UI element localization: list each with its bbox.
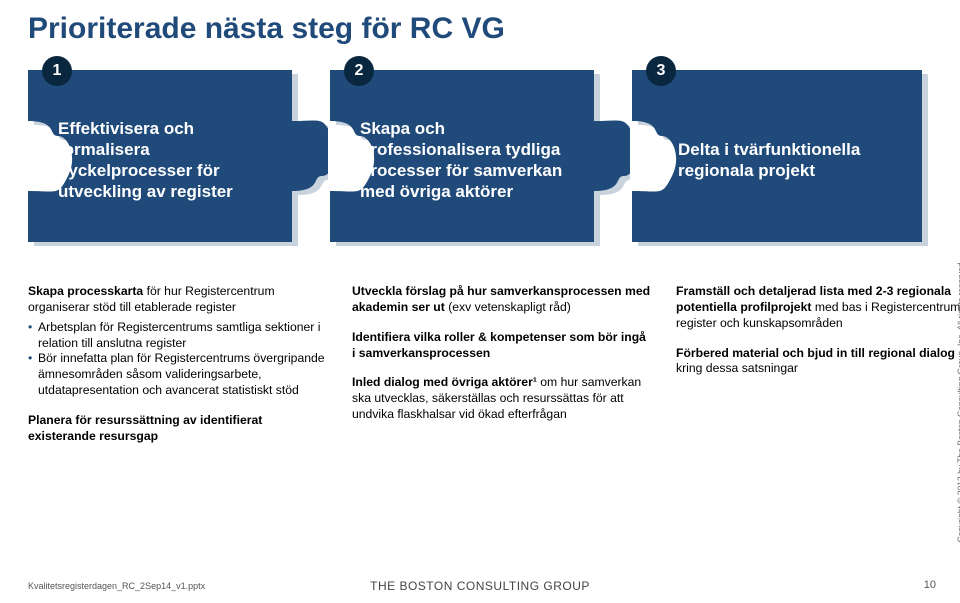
puzzle-row: 1 Effektivisera och formalisera nyckelpr…	[28, 70, 932, 250]
text-block: Skapa processkarta för hur Registercentr…	[28, 284, 328, 399]
page-number: 10	[924, 579, 936, 591]
puzzle-badge-3-num: 3	[657, 62, 666, 80]
col-2: Utveckla förslag på hur samverkansproces…	[352, 284, 652, 459]
puzzle-text-3: Delta i tvärfunktionella regionala proje…	[632, 70, 932, 250]
slide-title: Prioriterade nästa steg för RC VG	[28, 12, 932, 46]
columns: Skapa processkarta för hur Registercentr…	[28, 284, 932, 459]
footer-logo-prefix: THE	[370, 579, 399, 593]
block-rest: (exv vetenskapligt råd)	[445, 300, 571, 314]
slide: Prioriterade nästa steg för RC VG 1 Effe…	[0, 0, 960, 603]
puzzle-badge-1: 1	[42, 56, 72, 86]
text-block: Utveckla förslag på hur samverkansproces…	[352, 284, 652, 316]
puzzle-piece-2: 2 Skapa och professionalisera tydliga pr…	[330, 70, 630, 250]
copyright-text: Copyright © 2013 by The Boston Consultin…	[956, 260, 960, 543]
bullet-item: Arbetsplan för Registercentrums samtliga…	[38, 320, 328, 352]
block-lead: Skapa processkarta	[28, 284, 143, 298]
bullet-item: Bör innefatta plan för Registercentrums …	[38, 351, 328, 399]
puzzle-badge-2: 2	[344, 56, 374, 86]
puzzle-piece-3: 3 Delta i tvärfunktionella regionala pro…	[632, 70, 932, 250]
text-block: Framställ och detaljerad lista med 2-3 r…	[676, 284, 960, 332]
block-lead: Identifiera vilka roller & kompetenser s…	[352, 330, 646, 360]
block-lead: Planera för resurssättning av identifier…	[28, 413, 262, 443]
bullet-list: Arbetsplan för Registercentrums samtliga…	[28, 320, 328, 399]
footer-logo: THE BOSTON CONSULTING GROUP	[0, 579, 960, 593]
puzzle-badge-1-num: 1	[53, 62, 62, 80]
puzzle-text-1: Effektivisera och formalisera nyckelproc…	[28, 70, 328, 250]
col-3: Framställ och detaljerad lista med 2-3 r…	[676, 284, 960, 459]
footer-logo-main: BOSTON CONSULTING GROUP	[399, 579, 589, 593]
puzzle-badge-2-num: 2	[355, 62, 364, 80]
text-block: Förbered material och bjud in till regio…	[676, 346, 960, 378]
block-lead: Förbered material och bjud in till regio…	[676, 346, 955, 360]
col-1: Skapa processkarta för hur Registercentr…	[28, 284, 328, 459]
puzzle-badge-3: 3	[646, 56, 676, 86]
block-rest: kring dessa satsningar	[676, 361, 798, 375]
text-block: Identifiera vilka roller & kompetenser s…	[352, 330, 652, 362]
puzzle-text-2: Skapa och professionalisera tydliga proc…	[330, 70, 630, 250]
text-block: Planera för resurssättning av identifier…	[28, 413, 328, 445]
block-lead: Inled dialog med övriga aktörer¹	[352, 375, 537, 389]
text-block: Inled dialog med övriga aktörer¹ om hur …	[352, 375, 652, 423]
puzzle-piece-1: 1 Effektivisera och formalisera nyckelpr…	[28, 70, 328, 250]
